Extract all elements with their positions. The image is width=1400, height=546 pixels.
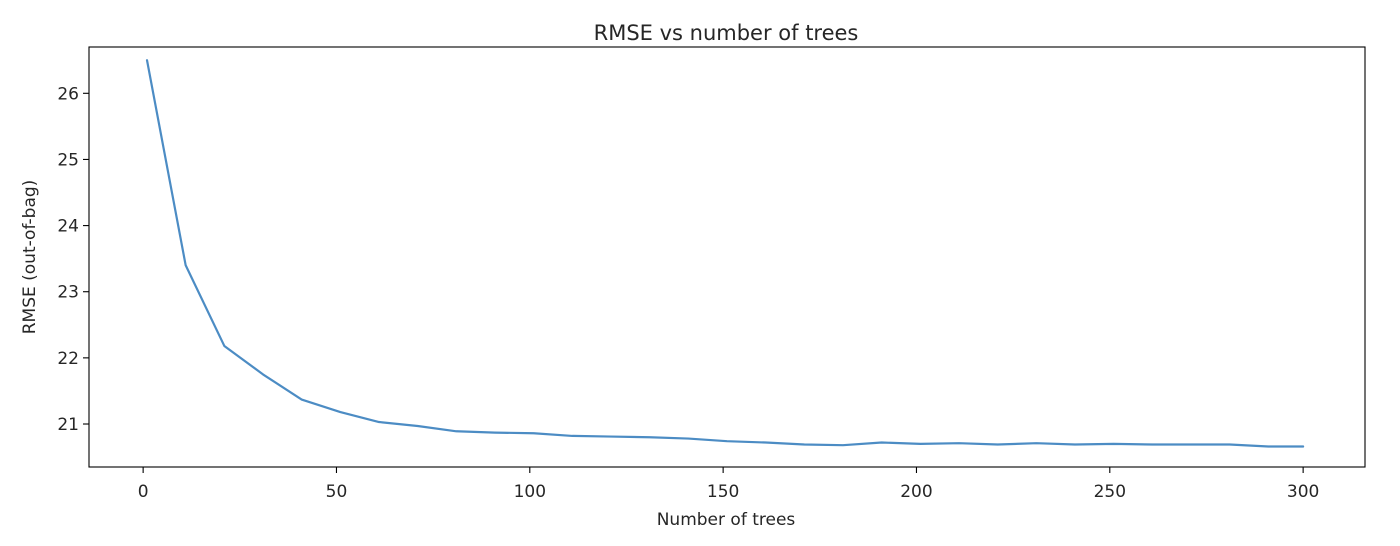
data-point [1035, 442, 1037, 444]
data-point [1074, 443, 1076, 445]
data-point [765, 441, 767, 443]
data-point [1302, 445, 1304, 447]
data-point [455, 430, 457, 432]
y-tick-label: 21 [57, 415, 79, 435]
y-tick-label: 26 [57, 84, 79, 104]
x-tick-label: 200 [900, 482, 932, 502]
x-tick-label: 150 [707, 482, 739, 502]
y-tick-label: 25 [57, 150, 79, 170]
data-point [223, 345, 225, 347]
y-axis-ticks: 21 22 23 24 25 26 [57, 84, 89, 435]
y-tick-label: 24 [57, 217, 79, 237]
data-point [649, 436, 651, 438]
data-point [339, 411, 341, 413]
x-tick-label: 50 [326, 482, 348, 502]
data-point [571, 435, 573, 437]
x-axis-ticks: 0 50 100 150 200 250 300 [138, 467, 1319, 502]
data-point [1267, 445, 1269, 447]
data-point [842, 444, 844, 446]
data-point [262, 373, 264, 375]
data-point [610, 435, 612, 437]
x-tick-label: 0 [138, 482, 149, 502]
x-tick-label: 100 [514, 482, 546, 502]
data-point [417, 425, 419, 427]
x-axis-label: Number of trees [657, 510, 796, 530]
data-point [301, 398, 303, 400]
series-layer [145, 59, 1305, 448]
data-point [146, 59, 148, 61]
chart-title: RMSE vs number of trees [594, 21, 859, 45]
y-tick-label: 23 [57, 283, 79, 303]
x-tick-label: 300 [1287, 482, 1319, 502]
data-point [378, 421, 380, 423]
data-point [1113, 443, 1115, 445]
data-point [185, 264, 187, 266]
y-tick-label: 22 [57, 349, 79, 369]
data-point [687, 437, 689, 439]
data-point [997, 443, 999, 445]
data-point [494, 432, 496, 434]
plot-area-frame [88, 46, 1366, 468]
y-axis-label: RMSE (out-of-bag) [20, 180, 40, 335]
data-point [726, 440, 728, 442]
data-point [881, 441, 883, 443]
x-tick-label: 250 [1094, 482, 1126, 502]
data-point [1151, 443, 1153, 445]
data-point [1229, 443, 1231, 445]
series-line [145, 59, 1305, 448]
data-point [803, 443, 805, 445]
data-point [958, 442, 960, 444]
data-point [919, 443, 921, 445]
data-point [533, 432, 535, 434]
data-point [1190, 443, 1192, 445]
